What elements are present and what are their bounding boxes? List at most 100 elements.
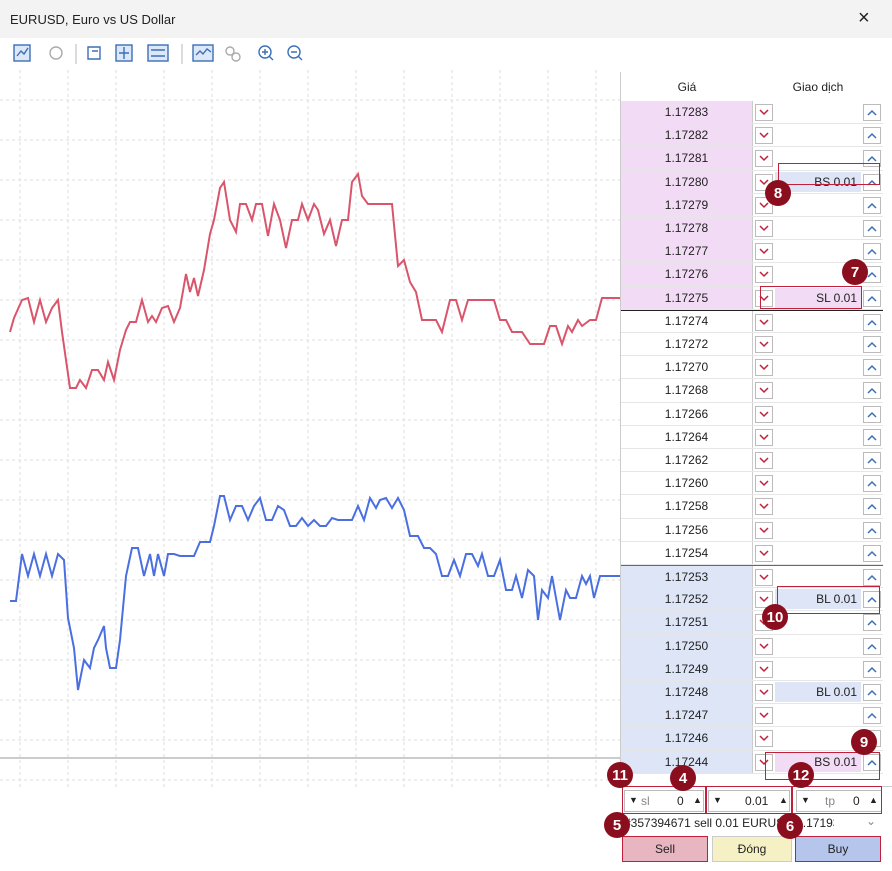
ladder-row: 1.17252 BL 0.01 [621, 588, 883, 612]
buy-limit-button[interactable] [863, 127, 881, 145]
buy-limit-button[interactable] [863, 104, 881, 121]
pending-order[interactable]: BS 0.01 [775, 171, 861, 192]
sell-limit-button[interactable] [755, 359, 773, 377]
buy-limit-button[interactable] [863, 452, 881, 469]
highlight [792, 786, 882, 814]
tick-chart [0, 70, 620, 790]
buy-limit-button[interactable] [863, 289, 881, 307]
sell-limit-button[interactable] [755, 405, 773, 423]
buy-limit-button[interactable] [863, 707, 881, 725]
ladder-row: 1.17244 BS 0.01 [621, 750, 883, 774]
ladder-row: 1.17248 BL 0.01 [621, 681, 883, 705]
price: 1.17266 [621, 402, 753, 425]
sell-limit-button[interactable] [755, 684, 773, 701]
ladder-row: 1.17272 [621, 333, 883, 357]
price: 1.17250 [621, 634, 753, 657]
sell-limit-button[interactable] [755, 289, 773, 307]
highlight [777, 586, 880, 614]
buy-limit-button[interactable] [863, 220, 881, 237]
ladder-row: 1.17277 [621, 240, 883, 264]
price: 1.17258 [621, 495, 753, 518]
sell-limit-button[interactable] [755, 637, 773, 655]
ladder-row: 1.17274 [621, 309, 883, 333]
buy-limit-button[interactable] [863, 637, 881, 655]
buy-limit-button[interactable] [863, 359, 881, 377]
ladder-row: 1.17246 [621, 727, 883, 751]
highlight [622, 786, 706, 814]
buy-limit-button[interactable] [863, 684, 881, 701]
buy-limit-button[interactable] [863, 336, 881, 353]
buy-limit-button[interactable] [863, 428, 881, 446]
sl-label: sl [641, 794, 650, 808]
highlight [760, 286, 862, 309]
ladder-row: 1.17264 [621, 425, 883, 449]
sell-limit-button[interactable] [755, 336, 773, 353]
sell-limit-button[interactable] [755, 591, 773, 609]
buy-limit-button[interactable] [863, 614, 881, 632]
column-header: Giao dịch [792, 79, 844, 94]
pending-order[interactable]: SL 0.01 [775, 287, 861, 308]
price: 1.17251 [621, 611, 753, 634]
sell-limit-button[interactable] [755, 127, 773, 145]
lot-input[interactable]: ▼ 0.01 ▲ [708, 790, 790, 812]
ladder-row: 1.17250 [621, 634, 883, 658]
buy-limit-button[interactable] [863, 405, 881, 423]
sell-limit-button[interactable] [755, 730, 773, 748]
buy-limit-button[interactable] [863, 498, 881, 516]
price: 1.17256 [621, 518, 753, 541]
price: 1.17249 [621, 657, 753, 680]
buy-limit-button[interactable] [863, 569, 881, 586]
sell-limit-button[interactable] [755, 104, 773, 121]
sell-limit-button[interactable] [755, 498, 773, 516]
sell-limit-button[interactable] [755, 220, 773, 237]
buy-limit-button[interactable] [863, 243, 881, 261]
price: 1.17253 [621, 566, 753, 588]
sell-limit-button[interactable] [755, 544, 773, 562]
buy-limit-button[interactable] [863, 591, 881, 609]
ladder-row: 1.17282 [621, 124, 883, 148]
callout-badge: 6 [777, 813, 803, 839]
sell-limit-button[interactable] [755, 150, 773, 168]
buy-limit-button[interactable] [863, 660, 881, 678]
sell-limit-button[interactable] [755, 569, 773, 586]
buy-limit-button[interactable] [863, 196, 881, 214]
buy-limit-button[interactable] [863, 521, 881, 539]
buy-limit-button[interactable] [863, 753, 881, 771]
buy-limit-button[interactable] [863, 544, 881, 562]
ladder-row: 1.17249 [621, 657, 883, 681]
sell-limit-button[interactable] [755, 660, 773, 678]
sell-limit-button[interactable] [755, 313, 773, 331]
price: 1.17276 [621, 263, 753, 286]
close-position-button[interactable]: Đóng [712, 836, 792, 862]
sell-limit-button[interactable] [755, 452, 773, 469]
buy-button[interactable]: Buy [795, 836, 881, 862]
price: 1.17247 [621, 704, 753, 727]
buy-limit-button[interactable] [863, 382, 881, 400]
sell-limit-button[interactable] [755, 382, 773, 400]
ladder-row: 1.17278 [621, 217, 883, 241]
sell-limit-button[interactable] [755, 173, 773, 191]
ladder-row: 1.17262 [621, 449, 883, 473]
buy-limit-button[interactable] [863, 475, 881, 493]
ladder-row: 1.17279 [621, 193, 883, 217]
sell-limit-button[interactable] [755, 475, 773, 493]
buy-limit-button[interactable] [863, 313, 881, 331]
sell-limit-button[interactable] [755, 266, 773, 284]
sell-limit-button[interactable] [755, 707, 773, 725]
callout-badge: 4 [670, 765, 696, 791]
sell-button[interactable]: Sell [622, 836, 708, 862]
sl-input[interactable]: ▼ sl 0 ▲ [624, 790, 704, 812]
sell-limit-button[interactable] [755, 243, 773, 261]
sell-limit-button[interactable] [755, 753, 773, 771]
pending-order[interactable]: BL 0.01 [775, 682, 861, 703]
callout-badge: 9 [851, 729, 877, 755]
buy-limit-button[interactable] [863, 173, 881, 191]
ladder-row: 1.17256 [621, 518, 883, 542]
pending-order[interactable]: BL 0.01 [775, 589, 861, 610]
sell-limit-button[interactable] [755, 428, 773, 446]
toolbar [13, 44, 303, 64]
sell-limit-button[interactable] [755, 521, 773, 539]
sl-value: 0 [677, 794, 684, 808]
close-button[interactable]: × [858, 7, 870, 29]
